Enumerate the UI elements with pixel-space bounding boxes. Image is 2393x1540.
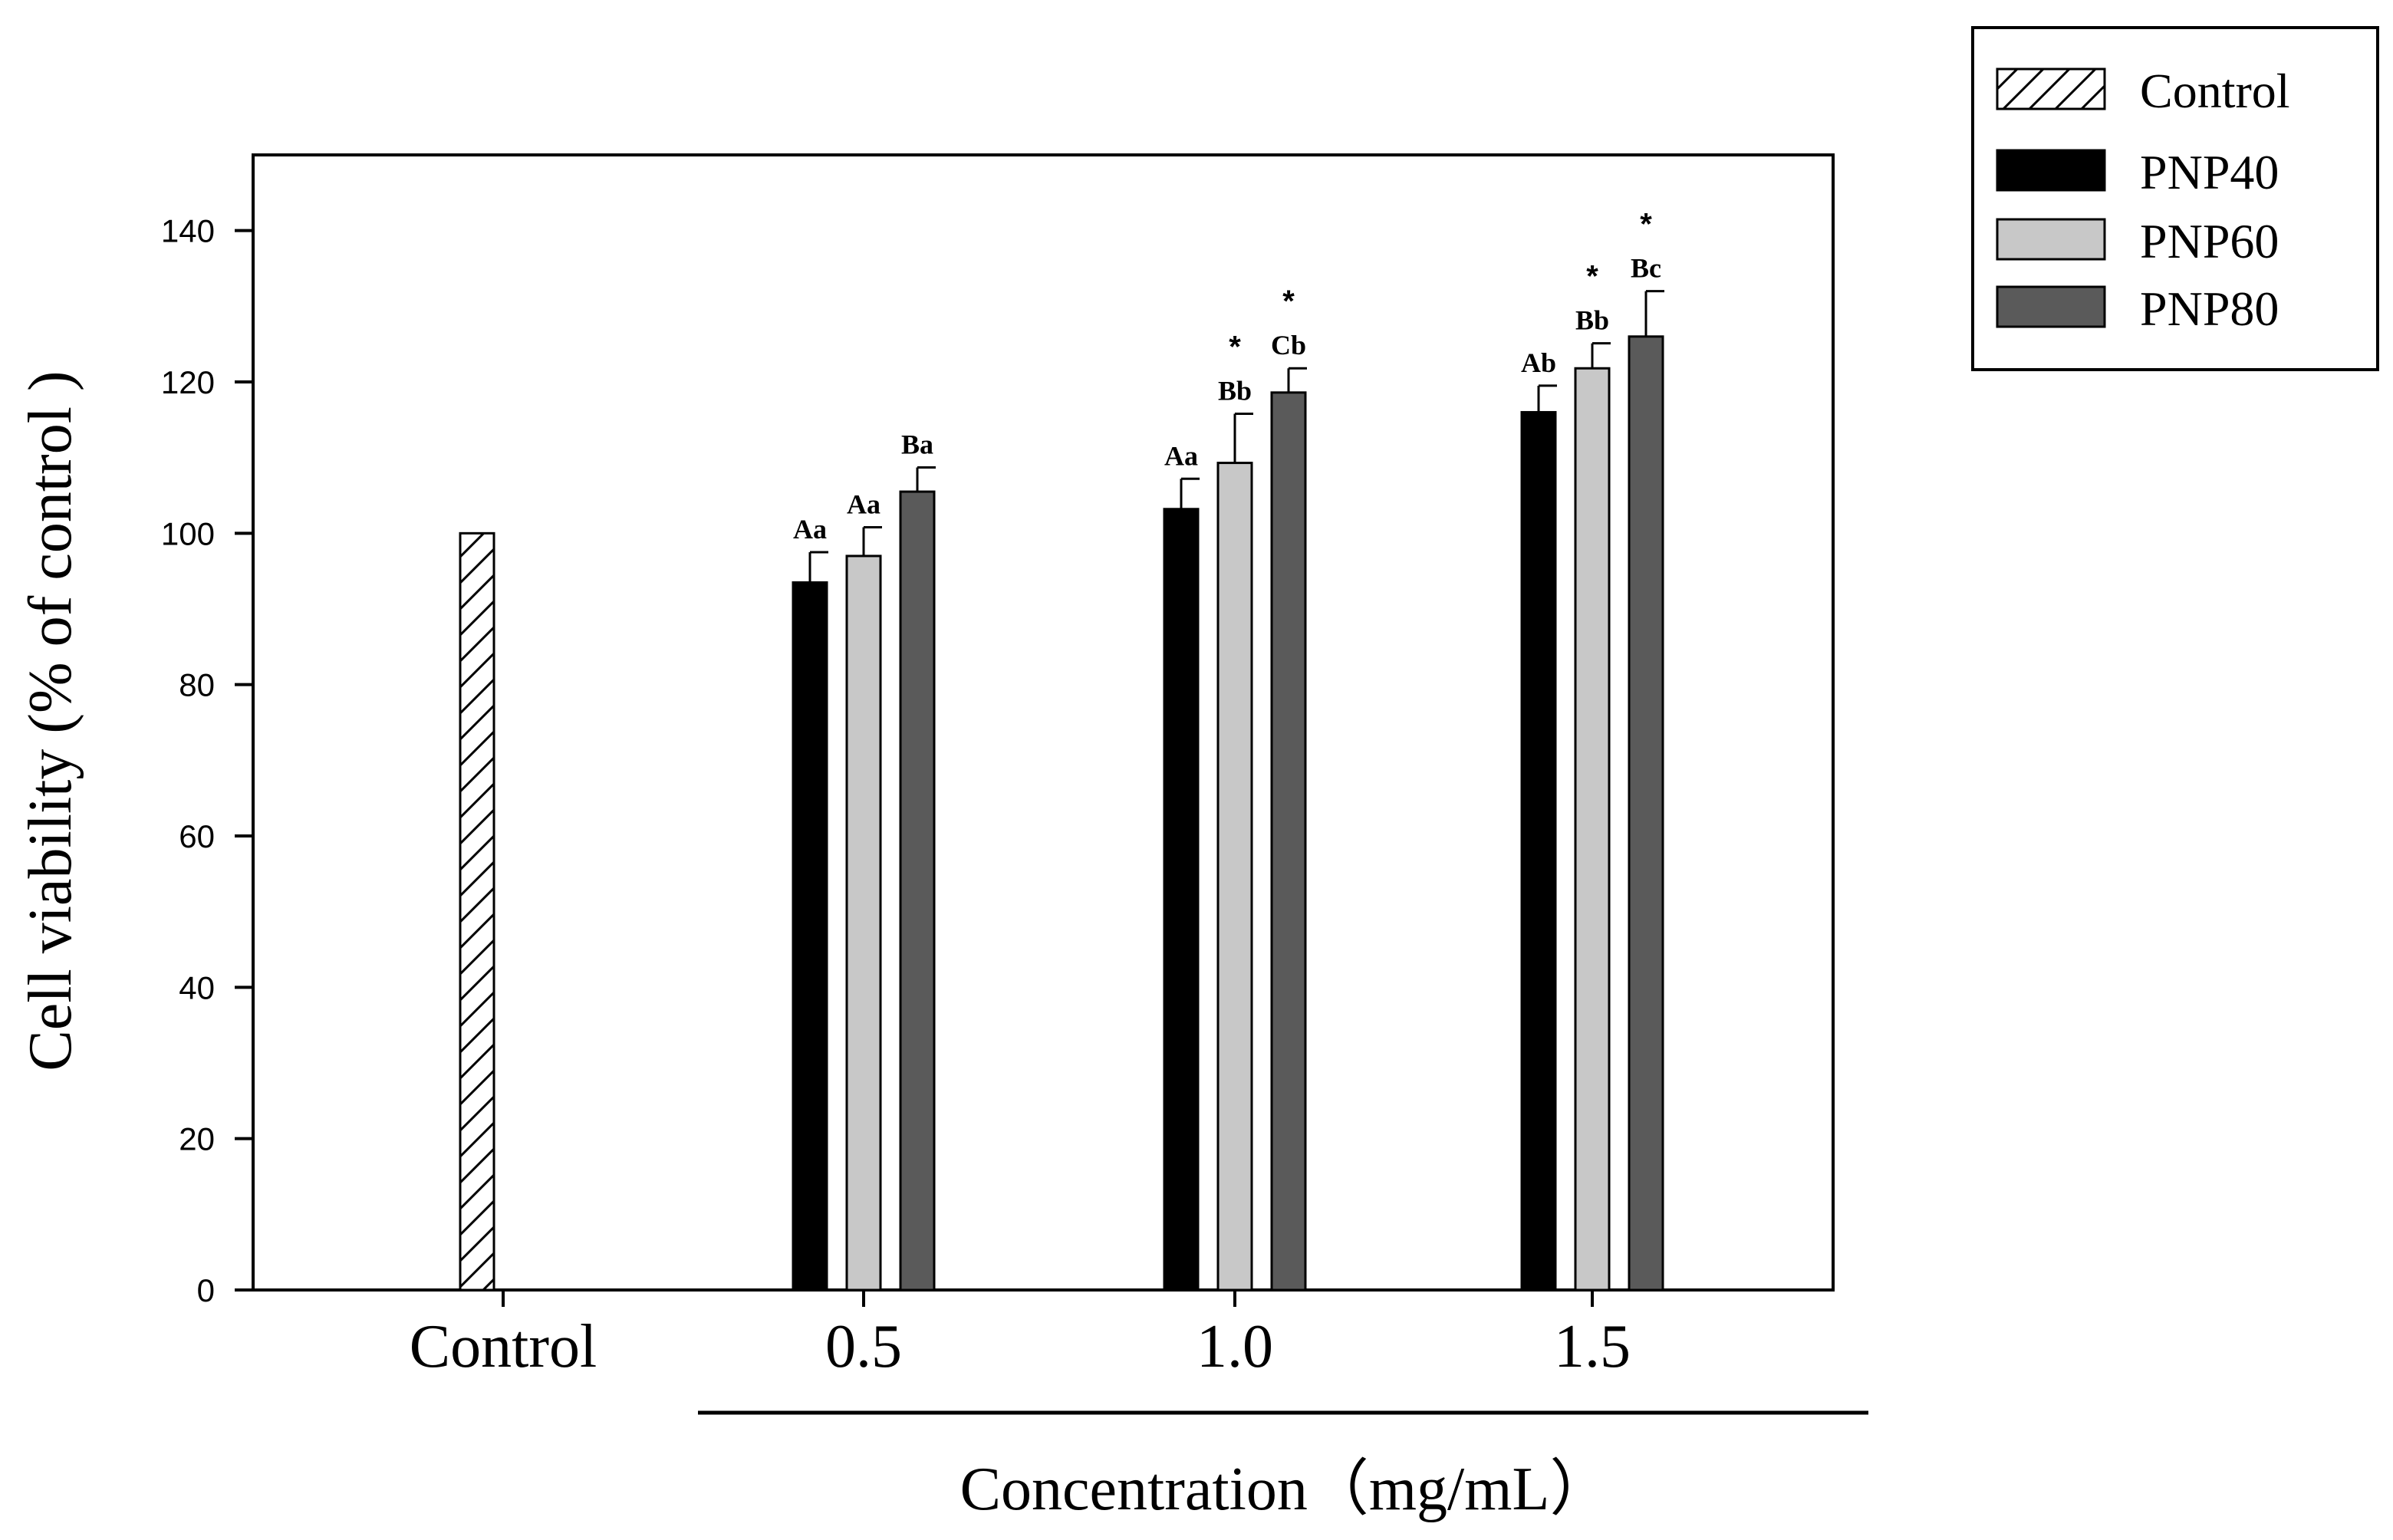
significance-star-PNP80-1.5: * — [1640, 208, 1652, 242]
y-tick-label-20: 20 — [179, 1121, 215, 1157]
bars — [459, 290, 1664, 1292]
legend-label-Control: Control — [2140, 64, 2290, 118]
x-axis-title: Concentration（mg/mL） — [960, 1456, 1611, 1523]
legend-label-PNP60: PNP60 — [2140, 214, 2279, 268]
y-axis: 0 20 40 60 80 100 120 140 — [161, 213, 253, 1308]
significance-star-PNP60-1.0: * — [1229, 330, 1241, 364]
legend-label-PNP80: PNP80 — [2140, 281, 2279, 336]
legend-swatch-PNP80 — [1996, 285, 2106, 328]
bar-Control-Control — [459, 531, 495, 1292]
sig-label-PNP40-0.5: Aa — [793, 514, 827, 545]
legend: Control PNP40 PNP60 PNP80 — [1971, 26, 2379, 371]
y-tick-label-40: 40 — [179, 969, 215, 1005]
x-tick-label-Control: Control — [410, 1313, 597, 1380]
significance-star-PNP60-1.5: * — [1586, 260, 1598, 294]
bar-PNP80-1.0 — [1270, 391, 1307, 1292]
x-axis: Control 0.5 1.0 1.5 — [410, 1290, 1631, 1380]
y-tick-label-120: 120 — [161, 364, 215, 400]
bar-PNP80-0.5 — [899, 490, 936, 1292]
bar-PNP40-0.5 — [792, 581, 828, 1292]
y-tick-label-60: 60 — [179, 818, 215, 854]
legend-swatch-PNP40 — [1996, 149, 2106, 192]
y-tick-label-100: 100 — [161, 515, 215, 551]
y-tick-label-0: 0 — [197, 1272, 215, 1308]
bar-PNP40-1.0 — [1163, 508, 1200, 1292]
sig-label-PNP60-1.5: Bb — [1575, 305, 1609, 336]
sig-label-PNP60-0.5: Aa — [847, 489, 881, 519]
x-tick-label-1.5: 1.5 — [1554, 1313, 1631, 1380]
legend-swatch-PNP60 — [1996, 218, 2106, 261]
bar-PNP60-1.5 — [1574, 367, 1611, 1292]
y-tick-label-80: 80 — [179, 667, 215, 703]
sig-label-PNP80-1.5: Bc — [1631, 253, 1661, 284]
sig-label-PNP80-1.0: Cb — [1271, 330, 1306, 360]
sig-label-PNP60-1.0: Bb — [1218, 375, 1252, 406]
bar-PNP40-1.5 — [1520, 410, 1557, 1292]
sig-label-PNP80-0.5: Ba — [901, 429, 933, 459]
plot-area-frame — [252, 153, 1835, 1292]
bar-PNP60-1.0 — [1216, 462, 1253, 1292]
legend-swatch-Control — [1996, 67, 2106, 110]
sig-label-PNP40-1.5: Ab — [1521, 347, 1556, 378]
annotations: Aa Aa Ab Aa Bb * Bb * Ba Cb * Bc * — [793, 208, 1661, 545]
bar-PNP80-1.5 — [1628, 335, 1664, 1292]
sig-label-PNP40-1.0: Aa — [1164, 440, 1198, 471]
bar-PNP60-0.5 — [845, 554, 882, 1292]
y-tick-label-140: 140 — [161, 213, 215, 249]
y-axis-title: Cell viability (% of control ) — [17, 370, 84, 1071]
legend-label-PNP40: PNP40 — [2140, 145, 2279, 199]
significance-star-PNP80-1.0: * — [1282, 285, 1295, 318]
x-tick-label-0.5: 0.5 — [825, 1313, 902, 1380]
x-tick-label-1.0: 1.0 — [1196, 1313, 1273, 1380]
